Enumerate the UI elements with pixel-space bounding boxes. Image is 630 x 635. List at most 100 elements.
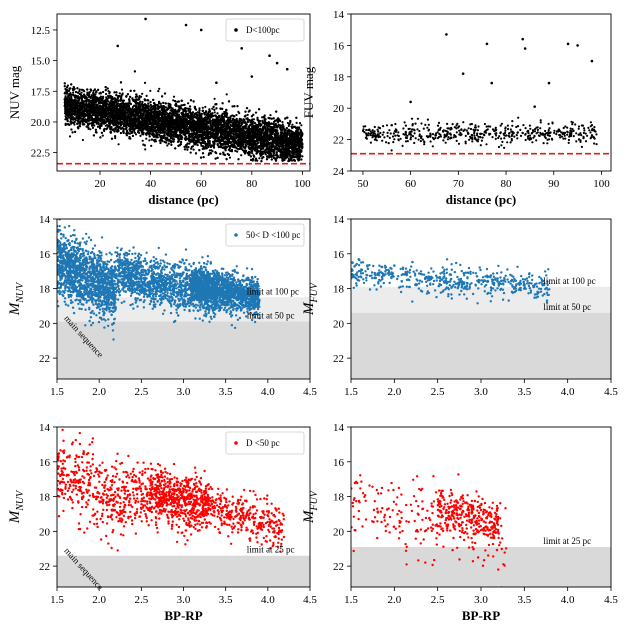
chart-panel-p1: 20 40 60 80 10012.515.017.520.022.5distance … xyxy=(7,13,311,207)
point xyxy=(166,144,169,147)
point xyxy=(190,145,193,148)
point xyxy=(167,104,170,108)
point xyxy=(68,135,72,138)
point xyxy=(88,91,91,94)
point xyxy=(114,136,117,140)
point xyxy=(287,124,290,127)
point xyxy=(253,121,256,125)
point xyxy=(121,92,124,95)
point xyxy=(211,107,214,110)
point xyxy=(118,92,121,95)
point xyxy=(177,113,180,116)
point xyxy=(92,89,95,92)
point xyxy=(187,109,190,112)
point xyxy=(237,110,240,113)
point xyxy=(157,90,160,93)
point xyxy=(269,114,272,117)
point xyxy=(251,152,254,155)
point xyxy=(120,88,124,91)
point xyxy=(295,121,298,124)
point xyxy=(97,121,100,124)
point xyxy=(268,154,271,157)
point xyxy=(228,156,232,159)
point xyxy=(143,81,147,84)
point xyxy=(73,123,76,126)
point xyxy=(104,124,107,127)
point xyxy=(187,146,190,149)
point xyxy=(64,122,67,125)
point xyxy=(287,157,290,160)
point xyxy=(145,94,148,97)
point xyxy=(281,121,284,124)
point xyxy=(78,90,81,93)
point xyxy=(149,89,152,92)
point xyxy=(106,94,110,98)
point xyxy=(225,93,228,96)
point xyxy=(192,148,195,151)
point xyxy=(291,123,294,126)
point xyxy=(271,148,274,151)
point xyxy=(148,139,151,142)
point xyxy=(189,151,192,154)
point xyxy=(217,146,220,149)
point xyxy=(231,140,234,143)
point xyxy=(267,156,271,159)
point xyxy=(89,128,92,131)
point xyxy=(140,95,143,98)
point xyxy=(134,133,138,136)
point xyxy=(258,157,261,160)
point xyxy=(300,158,303,161)
point xyxy=(145,137,148,140)
point xyxy=(172,95,176,98)
point xyxy=(229,146,232,150)
point xyxy=(80,91,83,94)
point xyxy=(198,138,201,141)
point xyxy=(263,123,266,126)
point xyxy=(270,122,273,125)
point xyxy=(281,123,284,126)
point xyxy=(196,144,199,147)
point xyxy=(208,144,211,147)
point xyxy=(231,105,234,108)
point xyxy=(236,150,239,153)
point xyxy=(101,134,104,137)
point xyxy=(91,126,95,129)
point xyxy=(66,84,69,87)
point xyxy=(213,111,216,114)
point xyxy=(141,139,144,142)
point xyxy=(201,106,204,109)
point xyxy=(172,135,175,138)
point xyxy=(204,105,207,108)
point xyxy=(144,148,147,151)
point xyxy=(254,111,258,114)
point xyxy=(129,102,133,106)
point xyxy=(207,153,210,156)
point xyxy=(252,118,256,121)
point xyxy=(105,92,108,96)
point xyxy=(187,102,190,105)
point xyxy=(150,144,153,147)
point xyxy=(81,138,84,142)
point xyxy=(72,91,75,94)
point xyxy=(208,108,211,111)
point xyxy=(174,114,177,117)
point xyxy=(267,123,271,126)
point xyxy=(176,140,180,143)
point xyxy=(188,142,191,145)
point xyxy=(198,107,201,110)
point xyxy=(274,122,277,125)
point xyxy=(213,97,216,100)
point xyxy=(211,150,214,153)
point xyxy=(246,113,249,116)
point xyxy=(103,129,106,133)
point xyxy=(117,143,120,146)
point xyxy=(300,124,303,127)
point xyxy=(141,92,144,95)
point xyxy=(108,91,111,94)
point xyxy=(172,99,175,102)
point xyxy=(64,87,67,91)
point xyxy=(235,113,238,117)
data-points xyxy=(63,17,304,163)
point xyxy=(240,154,243,157)
